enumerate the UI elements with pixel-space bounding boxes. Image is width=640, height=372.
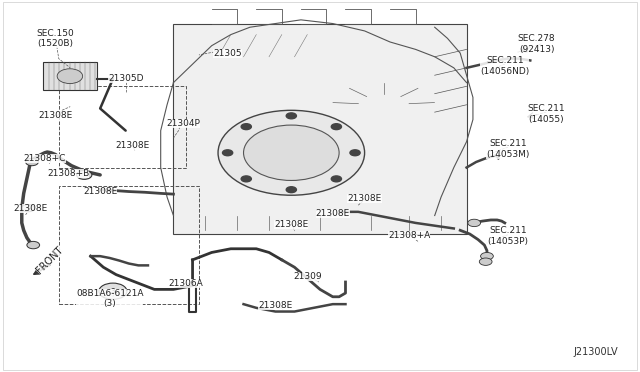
Text: SEC.211
(14053M): SEC.211 (14053M)	[486, 140, 530, 159]
Circle shape	[479, 258, 492, 265]
Circle shape	[26, 158, 38, 166]
Circle shape	[244, 125, 339, 180]
Text: 21305: 21305	[213, 49, 242, 58]
Circle shape	[468, 219, 481, 227]
Text: 21308E: 21308E	[115, 141, 149, 150]
Text: 21308+A: 21308+A	[388, 231, 430, 240]
Text: 21308E: 21308E	[316, 209, 350, 218]
Text: 21305D: 21305D	[108, 74, 143, 83]
Circle shape	[27, 241, 40, 249]
Circle shape	[57, 69, 83, 84]
Circle shape	[332, 176, 342, 182]
Circle shape	[99, 283, 127, 299]
Circle shape	[332, 124, 342, 129]
Text: FRONT: FRONT	[34, 244, 65, 275]
Circle shape	[286, 187, 296, 193]
Text: SEC.150
(1520B): SEC.150 (1520B)	[36, 29, 74, 48]
Text: 3: 3	[111, 288, 115, 294]
Bar	[59, 186, 199, 304]
Text: 21309: 21309	[293, 272, 321, 281]
Text: SEC.211
(14053P): SEC.211 (14053P)	[488, 226, 529, 246]
Text: 21308+B: 21308+B	[47, 169, 90, 177]
Bar	[59, 86, 186, 167]
Circle shape	[241, 124, 252, 129]
Circle shape	[223, 150, 233, 156]
Circle shape	[350, 150, 360, 156]
Bar	[173, 23, 467, 234]
Text: SEC.278
(92413): SEC.278 (92413)	[518, 34, 556, 54]
Text: 21308E: 21308E	[83, 187, 117, 196]
Text: 21308+C: 21308+C	[24, 154, 66, 163]
Text: 21304P: 21304P	[166, 119, 200, 128]
Text: SEC.211
(14055): SEC.211 (14055)	[527, 104, 565, 124]
Text: J21300LV: J21300LV	[573, 347, 618, 357]
Text: 21308E: 21308E	[348, 195, 381, 203]
Text: 21306A: 21306A	[169, 279, 204, 288]
Circle shape	[241, 176, 252, 182]
Text: 08B1A6-6121A
(3): 08B1A6-6121A (3)	[76, 289, 143, 308]
Circle shape	[22, 205, 35, 212]
Circle shape	[77, 170, 92, 179]
Text: 21308E: 21308E	[274, 220, 308, 229]
Circle shape	[286, 113, 296, 119]
Bar	[43, 62, 97, 90]
Circle shape	[481, 253, 493, 260]
Text: SEC.211
(14056ND): SEC.211 (14056ND)	[480, 56, 529, 76]
Text: 21308E: 21308E	[38, 111, 73, 121]
Circle shape	[218, 110, 365, 195]
Text: 21308E: 21308E	[259, 301, 292, 311]
Text: 21308E: 21308E	[13, 203, 47, 213]
